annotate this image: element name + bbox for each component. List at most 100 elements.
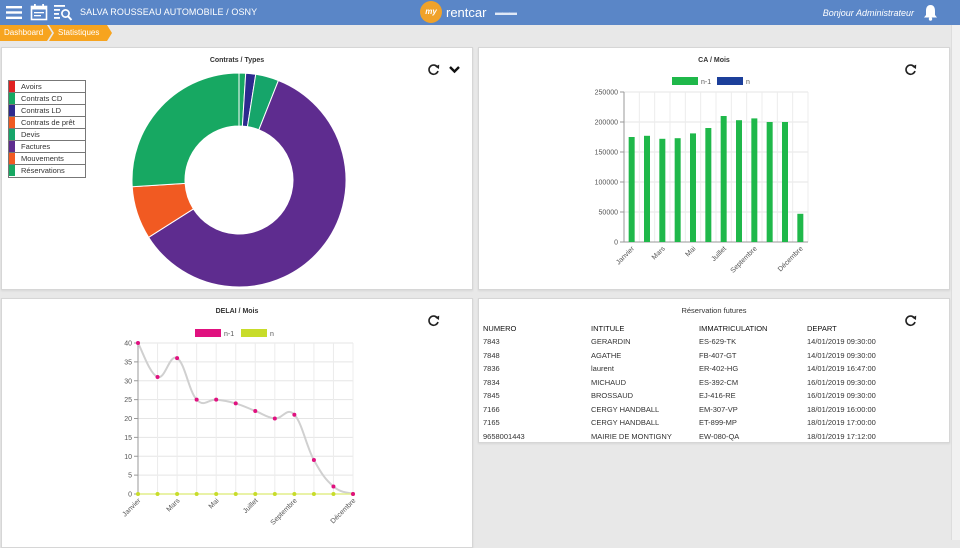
refresh-icon[interactable] [904, 63, 917, 76]
table-cell: 18/01/2019 17:00:00 [807, 418, 876, 428]
data-point-n [253, 492, 258, 496]
data-point-n-1 [331, 484, 336, 489]
ca-bar-chart: n-1 n 0 50000 100000 150000 200000 250000 Janvie… [595, 77, 809, 275]
refresh-icon[interactable] [427, 314, 440, 327]
table-row[interactable]: 7834 MICHAUD ES-392-CM 16/01/2019 09:30:00 [483, 376, 907, 390]
data-point-n-1 [194, 397, 199, 402]
legend-swatch [672, 77, 698, 85]
logo-cars-icon: ▬▬▬ [495, 8, 517, 17]
table-row[interactable]: 7843 GERARDIN ES-629-TK 14/01/2019 09:30:00 [483, 335, 907, 349]
bar [674, 138, 681, 242]
legend-swatch [195, 329, 221, 337]
data-point-n [311, 492, 316, 496]
table-cell: EW-080-QA [699, 431, 740, 441]
bell-icon[interactable] [923, 4, 938, 21]
calendar-icon[interactable] [29, 3, 49, 22]
legend-swatch [9, 105, 15, 116]
legend-item[interactable]: Réservations [9, 165, 85, 177]
legend-item[interactable]: Factures [9, 141, 85, 153]
legend-swatch [9, 117, 15, 128]
y-tick-label: 0 [128, 492, 132, 499]
y-tick-label: 150000 [595, 150, 618, 157]
data-point-n-1 [311, 458, 316, 463]
table-row[interactable]: 7848 AGATHE FB-407-GT 14/01/2019 09:30:00 [483, 349, 907, 363]
ca-mois-panel: CA / Mois n-1 n 0 50000 100000 150000 200000 25… [478, 47, 950, 290]
column-header[interactable]: NUMERO [483, 323, 517, 333]
table-row[interactable]: 7166 CERGY HANDBALL EM-307-VP 18/01/2019 16… [483, 403, 907, 417]
y-tick-label: 25 [124, 397, 132, 404]
table-cell: 7165 [483, 418, 500, 428]
legend-swatch [9, 165, 15, 176]
hamburger-menu-icon[interactable] [4, 3, 24, 22]
legend-label: Contrats CD [21, 94, 63, 103]
table-cell: 7834 [483, 377, 500, 387]
table-row[interactable]: 7165 CERGY HANDBALL ET-899-MP 18/01/2019 17… [483, 416, 907, 430]
legend-label: Factures [21, 142, 51, 151]
table-cell: 16/01/2019 09:30:00 [807, 391, 876, 401]
data-point-n-1 [351, 492, 355, 496]
table-cell: MAIRIE DE MONTIGNY [591, 431, 672, 441]
x-tick-label: Mai [684, 245, 697, 258]
bar [628, 137, 635, 242]
breadcrumb-statistiques[interactable]: Statistiques [58, 28, 100, 37]
table-cell: ET-899-MP [699, 418, 737, 428]
bar [736, 120, 742, 242]
legend-item[interactable]: Devis [9, 129, 85, 141]
table-cell: laurent [591, 364, 614, 374]
legend-label: n-1 [224, 331, 234, 338]
table-cell: 7836 [483, 364, 500, 374]
delai-line-chart: n-1 n 0 5 10 15 20 25 30 35 40 Janvier Mars Mai Juille… [121, 329, 357, 527]
data-point-n-1 [214, 397, 219, 402]
user-greeting[interactable]: Bonjour Administrateur [822, 8, 914, 18]
donut-chart [131, 72, 347, 288]
refresh-icon[interactable] [904, 314, 917, 327]
table-cell: 18/01/2019 17:12:00 [807, 431, 876, 441]
table-cell: ES-629-TK [699, 337, 737, 347]
table-cell: BROSSAUD [591, 391, 634, 401]
legend-item[interactable]: Avoirs [9, 81, 85, 93]
legend-item[interactable]: Mouvements [9, 153, 85, 165]
table-row[interactable]: 7836 laurent ER-402-HG 14/01/2019 16:47:00 [483, 362, 907, 376]
column-header[interactable]: IMMATRICULATION [699, 323, 768, 333]
legend-item[interactable]: Contrats de prêt [9, 117, 85, 129]
x-tick-label: Janvier [615, 245, 636, 266]
data-point-n [136, 492, 140, 496]
delai-title: DELAI / Mois [215, 308, 259, 315]
legend-item[interactable]: Contrats LD [9, 105, 85, 117]
table-cell: 14/01/2019 09:30:00 [807, 350, 876, 360]
column-header[interactable]: INTITULE [591, 323, 625, 333]
table-row[interactable]: 9658001443 MAIRIE DE MONTIGNY EW-080-QA 18/… [483, 430, 907, 444]
data-point-n [194, 492, 199, 496]
x-tick-label: Janvier [121, 497, 142, 518]
legend-item[interactable]: Contrats CD [9, 93, 85, 105]
table-header-row: NUMERO INTITULE IMMATRICULATION DEPART [483, 321, 907, 335]
column-header[interactable]: DEPART [807, 323, 837, 333]
table-cell: 14/01/2019 16:47:00 [807, 364, 876, 374]
table-cell: MICHAUD [591, 377, 626, 387]
table-cell: FB-407-GT [699, 350, 737, 360]
table-cell: 7166 [483, 404, 500, 414]
table-cell: CERGY HANDBALL [591, 404, 660, 414]
page-scrollbar[interactable] [951, 25, 960, 540]
table-cell: 16/01/2019 09:30:00 [807, 377, 876, 387]
legend-label: n-1 [701, 79, 711, 86]
breadcrumb-dashboard[interactable]: Dashboard [4, 28, 44, 37]
table-cell: AGATHE [591, 350, 622, 360]
x-tick-label: Mai [208, 497, 221, 510]
search-list-icon[interactable] [53, 3, 73, 22]
refresh-icon[interactable] [427, 63, 440, 76]
table-row[interactable]: 7845 BROSSAUD EJ-416-RE 16/01/2019 09:30:00 [483, 389, 907, 403]
table-cell: 7845 [483, 391, 500, 401]
data-point-n-1 [136, 341, 140, 345]
data-point-n-1 [292, 412, 297, 417]
reservations-table: NUMERO INTITULE IMMATRICULATION DEPART 7… [483, 321, 907, 443]
legend-label: Mouvements [21, 154, 64, 163]
bar [705, 128, 712, 242]
y-tick-label: 5 [128, 473, 132, 480]
x-tick-label: Septembre [730, 245, 759, 274]
bar [720, 116, 727, 242]
chevron-down-icon[interactable] [448, 63, 461, 76]
top-bar: SALVA ROUSSEAU AUTOMOBILE / OSNY my rent… [0, 0, 960, 25]
y-tick-label: 10 [124, 454, 132, 461]
contrats-types-panel: Contrats / Types Avoirs Contrats CD Contra… [1, 47, 473, 290]
